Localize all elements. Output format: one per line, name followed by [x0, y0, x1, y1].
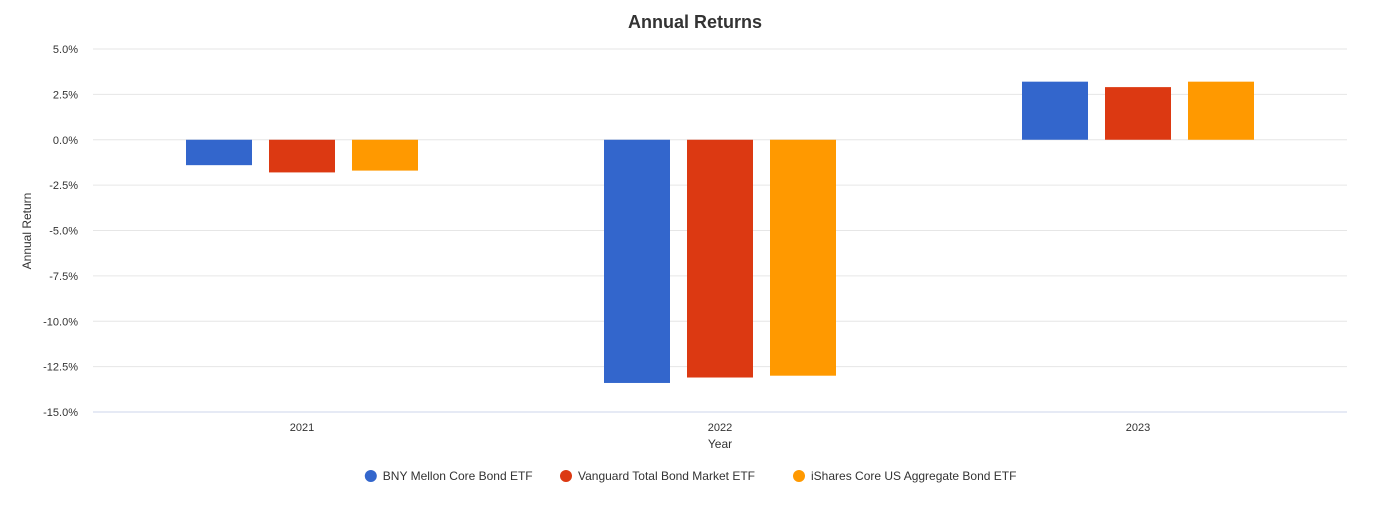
legend-label: Vanguard Total Bond Market ETF [578, 469, 755, 483]
legend-item[interactable]: Vanguard Total Bond Market ETF [560, 469, 755, 483]
y-tick-label: -5.0% [49, 226, 78, 238]
legend-item[interactable]: iShares Core US Aggregate Bond ETF [793, 469, 1016, 483]
bar-2023-series-1[interactable] [1022, 81, 1088, 140]
x-tick-label: 2023 [1126, 422, 1150, 434]
chart-title: Annual Returns [628, 12, 762, 32]
y-axis-ticks: 5.0% 2.5% 0.0% -2.5% -5.0% -7.5% -10.0% -12.5% -… [43, 44, 78, 419]
bar-2021-series-2[interactable] [269, 139, 335, 173]
y-tick-label: -2.5% [49, 180, 78, 192]
bar-2022-series-2[interactable] [687, 139, 753, 378]
y-tick-label: -12.5% [43, 362, 78, 374]
bar-2023-series-3[interactable] [1188, 81, 1254, 140]
legend-marker [364, 470, 377, 482]
bar-2021-series-3[interactable] [352, 139, 418, 171]
legend-label: BNY Mellon Core Bond ETF [383, 469, 533, 483]
y-tick-label: -10.0% [43, 316, 78, 328]
x-tick-label: 2022 [708, 422, 732, 434]
legend-marker [560, 470, 572, 482]
y-tick-label: -7.5% [49, 271, 78, 283]
legend-item[interactable]: BNY Mellon Core Bond ETF [364, 469, 533, 483]
x-tick-label: 2021 [290, 422, 314, 434]
bar-2023-series-2[interactable] [1105, 87, 1171, 140]
legend-label: iShares Core US Aggregate Bond ETF [811, 469, 1016, 483]
y-tick-label: 0.0% [53, 135, 78, 147]
y-tick-label: -15.0% [43, 407, 78, 419]
legend-marker [793, 470, 805, 482]
y-tick-label: 2.5% [53, 89, 78, 101]
bar-2022-series-3[interactable] [770, 139, 836, 376]
legend: BNY Mellon Core Bond ETF Vanguard Total B… [364, 469, 1016, 483]
bar-2022-series-1[interactable] [604, 139, 670, 383]
y-tick-label: 5.0% [53, 44, 78, 56]
x-axis-ticks: 2021 2022 2023 [290, 422, 1150, 434]
x-axis-label: Year [708, 437, 732, 451]
bars [186, 81, 1254, 383]
y-axis-label: Annual Return [20, 193, 34, 270]
bar-2021-series-1[interactable] [186, 139, 252, 166]
